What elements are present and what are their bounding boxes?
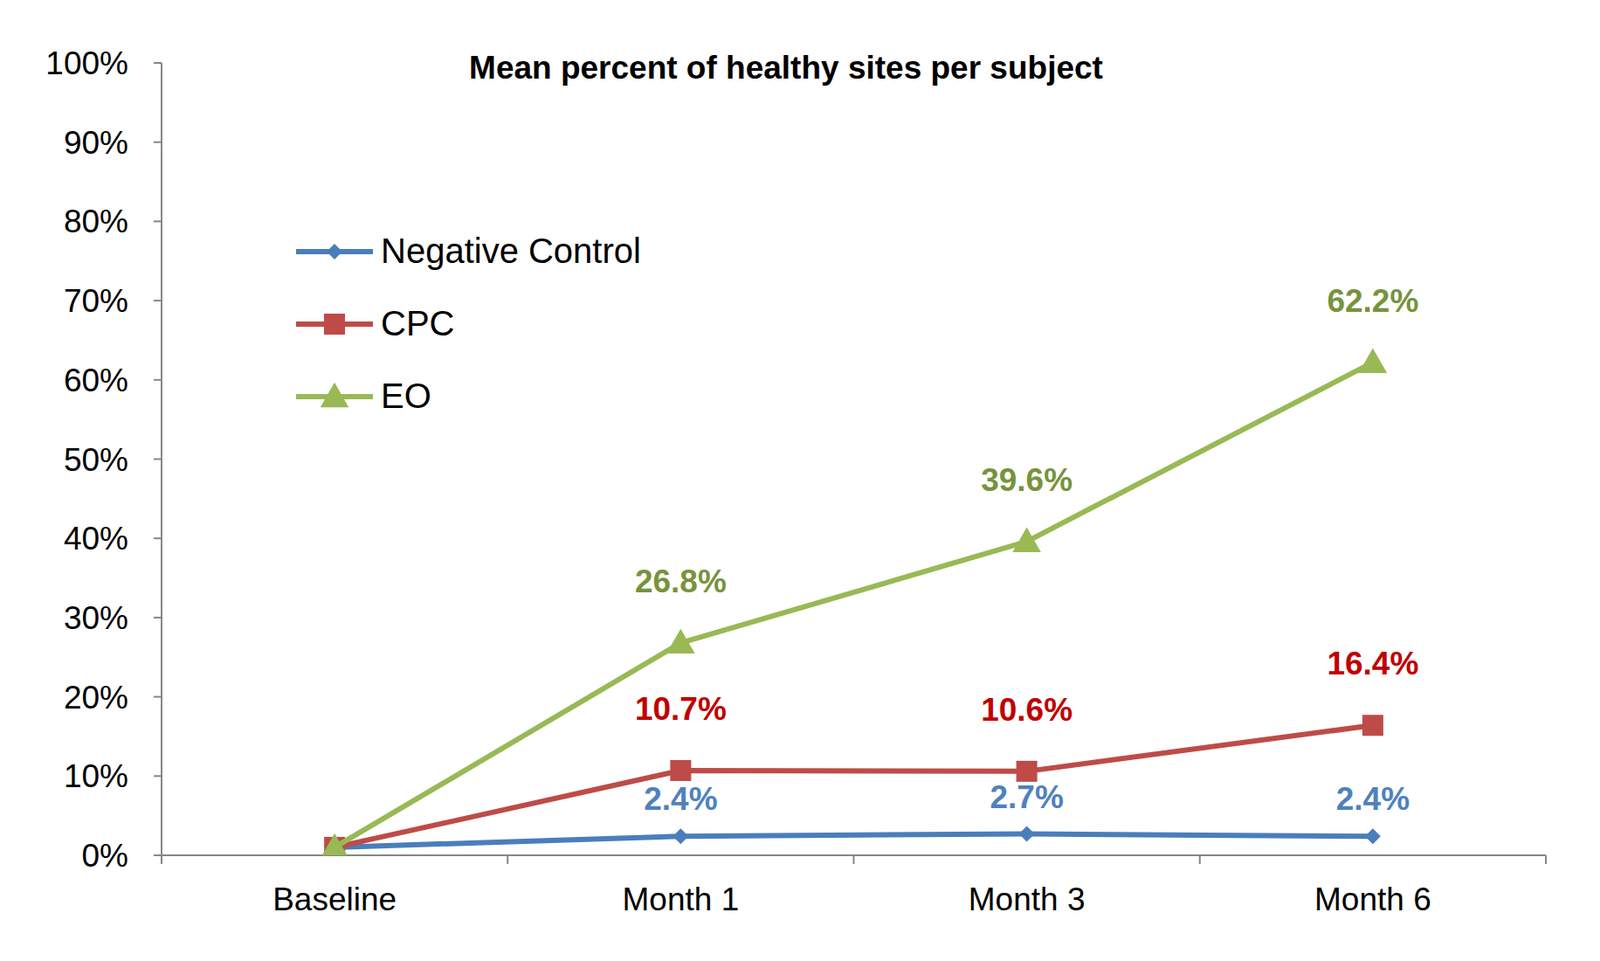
series-line	[334, 362, 1373, 848]
series-line	[334, 724, 1373, 848]
point-marker	[669, 759, 691, 781]
x-tick	[160, 855, 163, 864]
y-tick	[153, 141, 162, 144]
y-tick	[153, 299, 162, 302]
y-tick	[153, 379, 162, 381]
point-marker	[1019, 826, 1035, 842]
legend-marker	[326, 243, 343, 260]
legend-marker	[324, 313, 345, 335]
x-tick	[853, 855, 856, 864]
y-tick-label: 80%	[63, 203, 129, 240]
y-tick	[153, 854, 162, 856]
point-marker	[1362, 714, 1384, 736]
data-label: 2.4%	[643, 780, 718, 817]
point-marker	[320, 833, 350, 856]
x-tick-label: Month 3	[968, 881, 1086, 918]
legend-label: Negative Control	[380, 231, 642, 270]
y-tick	[153, 696, 162, 698]
data-label: 39.6%	[980, 462, 1073, 498]
legend-label: EO	[380, 376, 432, 415]
point-marker	[1365, 827, 1381, 844]
data-label: 16.4%	[1326, 645, 1419, 682]
y-tick-label: 10%	[63, 758, 129, 794]
data-label: 10.7%	[634, 690, 727, 727]
x-tick-label: Month 6	[1314, 881, 1432, 918]
plot-area	[320, 348, 1387, 856]
y-tick-label: 60%	[63, 362, 129, 399]
y-tick	[153, 774, 162, 777]
point-marker	[1358, 348, 1388, 373]
y-tick-label: 50%	[63, 441, 129, 478]
point-marker	[666, 628, 696, 654]
y-tick-label: 70%	[63, 282, 129, 319]
x-tick-label: Baseline	[272, 881, 397, 918]
y-tick	[153, 62, 162, 64]
data-label: 2.4%	[1336, 780, 1410, 817]
title: Mean percent of healthy sites per subjec…	[468, 49, 1104, 86]
data-label: 62.2%	[1326, 282, 1419, 319]
legend: Negative Control CPC EO	[296, 231, 642, 415]
x-tick	[1199, 855, 1201, 864]
y-tick-label: 100%	[45, 45, 129, 82]
y-tick-label: 0%	[82, 837, 129, 874]
y-tick-label: 90%	[63, 124, 129, 161]
legend-label: CPC	[380, 303, 455, 343]
legend-marker	[320, 382, 350, 407]
point-marker	[1012, 527, 1042, 552]
series-line	[334, 834, 1373, 848]
point-marker	[672, 827, 689, 844]
y-tick-label: 40%	[63, 520, 129, 557]
y-tick	[153, 537, 162, 539]
x-tick-label: Month 1	[622, 881, 740, 918]
y-tick-label: 30%	[63, 600, 129, 636]
data-label: 26.8%	[634, 563, 727, 600]
x-tick	[1544, 855, 1547, 864]
data-label: 10.6%	[980, 691, 1073, 728]
data-label: 2.7%	[989, 779, 1063, 815]
y-tick-label: 20%	[63, 679, 129, 716]
chart: 0% 10% 20% 30% 40% 50% 60% 70% 80% 90% 100% Baselin…	[0, 0, 1600, 961]
y-tick	[153, 220, 162, 222]
y-tick	[153, 616, 162, 619]
data-labels: 2.4% 2.7% 2.4% 10.7% 10.6% 16.4% 26.8% 39.6% 62.…	[634, 282, 1419, 817]
y-tick	[153, 458, 162, 461]
x-tick	[506, 855, 509, 864]
